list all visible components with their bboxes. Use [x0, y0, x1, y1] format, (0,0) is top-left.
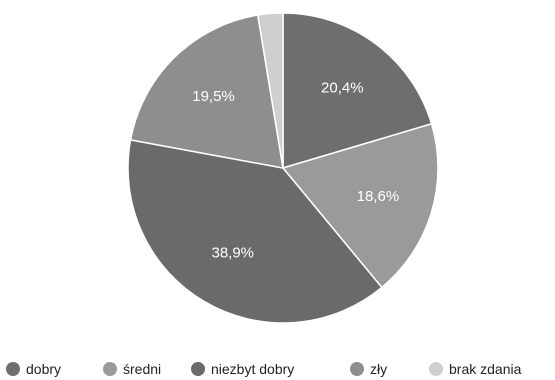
pie-slice-niezbyt-dobry — [127, 139, 383, 324]
pie-slice-dobry — [282, 12, 433, 170]
legend-swatch — [103, 362, 117, 376]
legend: dobry średni niezbyt dobry zły brak zdania — [0, 358, 555, 380]
data-label-średni: 18,6% — [357, 188, 400, 205]
pie-slice-brak-zdania — [256, 12, 284, 169]
data-label-dobry: 20,4% — [321, 79, 364, 96]
legend-label: średni — [123, 361, 162, 377]
legend-item-dobry: dobry — [6, 361, 61, 377]
pie-chart: 20,4% 18,6% 38,9% 19,5% — [127, 12, 439, 324]
pie-slice-zły — [129, 14, 284, 169]
legend-item-zły: zły — [350, 361, 387, 377]
legend-label: zły — [370, 361, 388, 377]
legend-swatch — [6, 362, 20, 376]
pie-slice-średni — [281, 122, 439, 289]
data-label-zły: 19,5% — [192, 88, 235, 105]
legend-item-średni: średni — [103, 361, 161, 377]
legend-swatch — [429, 362, 443, 376]
legend-label: brak zdania — [449, 361, 522, 377]
legend-label: niezbyt dobry — [211, 361, 295, 377]
data-label-niezbyt-dobry: 38,9% — [211, 245, 254, 262]
legend-item-brak-zdania: brak zdania — [429, 361, 521, 377]
legend-item-niezbyt-dobry: niezbyt dobry — [191, 361, 294, 377]
legend-swatch — [350, 362, 364, 376]
legend-label: dobry — [26, 361, 62, 377]
legend-swatch — [191, 362, 205, 376]
